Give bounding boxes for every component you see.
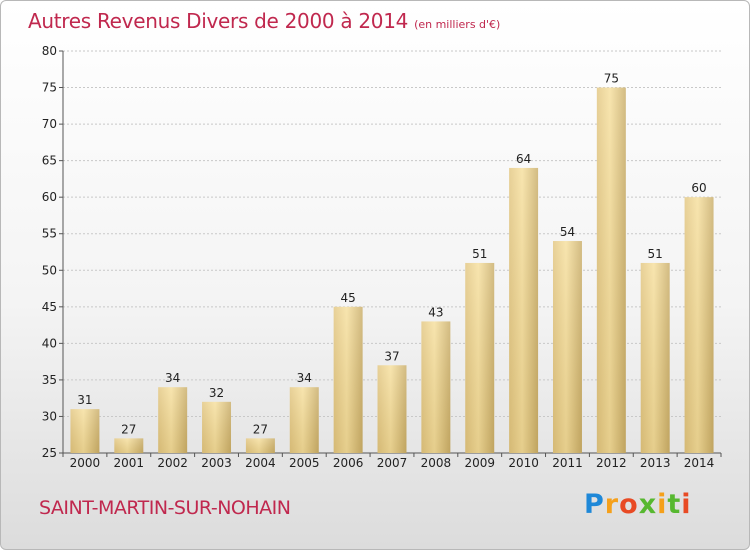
x-tick-label-2005: 2005 [289, 456, 320, 470]
data-label-2001: 27 [121, 422, 136, 436]
data-label-2013: 51 [648, 247, 663, 261]
chart-title-text: Autres Revenus Divers de 2000 à 2014 [28, 9, 409, 33]
x-tick-label-2004: 2004 [245, 456, 276, 470]
y-tick-label: 60 [42, 190, 57, 204]
x-tick-label-2009: 2009 [464, 456, 495, 470]
x-tick-label-2002: 2002 [157, 456, 188, 470]
y-tick-label: 75 [42, 81, 57, 95]
y-tick-label: 30 [42, 409, 57, 423]
logo-letter: o [619, 489, 639, 520]
y-tick-label: 40 [42, 336, 57, 350]
bar-chart: 25 30 35 40 45 50 55 60 65 70 75 80 2000 2001 2002 2003… [42, 44, 722, 470]
bar-shade-2002 [158, 387, 188, 453]
x-tick-label-2001: 2001 [114, 456, 145, 470]
data-label-2008: 43 [428, 305, 443, 319]
x-tick-label-2010: 2010 [508, 456, 539, 470]
bars [70, 87, 714, 454]
y-tick-label: 80 [42, 44, 57, 58]
data-label-2007: 37 [384, 349, 399, 363]
x-tick-label-2006: 2006 [333, 456, 364, 470]
data-label-2003: 32 [209, 386, 224, 400]
x-tick-label-2013: 2013 [640, 456, 671, 470]
y-tick-label: 25 [42, 446, 57, 460]
data-label-2006: 45 [340, 291, 355, 305]
data-label-2014: 60 [691, 181, 706, 195]
bar-shade-2007 [377, 365, 407, 453]
logo-letter: x [638, 489, 658, 520]
bar-shade-2004 [245, 438, 275, 453]
commune-name: SAINT-MARTIN-SUR-NOHAIN [39, 497, 291, 519]
bar-shade-2009 [465, 262, 495, 453]
data-labels: 31 27 34 32 27 34 45 37 43 51 64 54 75 51 60 [77, 72, 706, 437]
bar-shade-2008 [421, 321, 451, 453]
data-label-2012: 75 [604, 72, 619, 86]
data-label-2011: 54 [560, 225, 575, 239]
data-label-2005: 34 [297, 371, 312, 385]
x-tick-label-2007: 2007 [377, 456, 408, 470]
bar-shade-2006 [333, 306, 363, 453]
bar-shade-2010 [509, 167, 539, 454]
logo-letter: i [657, 489, 668, 520]
bar-shade-2000 [70, 409, 100, 453]
chart-unit: (en milliers d'€) [414, 18, 501, 31]
proxiti-logo: Proxiti [584, 489, 692, 520]
data-label-2000: 31 [77, 393, 92, 407]
x-tick-label-2012: 2012 [596, 456, 627, 470]
x-tick-label-2014: 2014 [684, 456, 715, 470]
y-tick-label: 55 [42, 227, 57, 241]
logo-letter: t [667, 489, 682, 520]
bar-shade-2012 [596, 87, 626, 453]
y-tick-label: 35 [42, 373, 57, 387]
data-label-2010: 64 [516, 152, 531, 166]
chart-title: Autres Revenus Divers de 2000 à 2014 (en … [28, 9, 500, 33]
y-tick-label: 45 [42, 300, 57, 314]
x-tick-label-2011: 2011 [552, 456, 583, 470]
bar-shade-2011 [552, 241, 582, 453]
data-label-2009: 51 [472, 247, 487, 261]
bar-shade-2014 [684, 197, 714, 453]
bar-shade-2005 [289, 387, 319, 453]
bar-shade-2013 [640, 262, 670, 453]
y-tick-label: 65 [42, 154, 57, 168]
data-label-2004: 27 [253, 422, 268, 436]
bar-shade-2003 [202, 401, 232, 453]
y-tick-label: 70 [42, 117, 57, 131]
x-tick-label-2008: 2008 [421, 456, 452, 470]
logo-letter: i [681, 489, 692, 520]
y-tick-label: 50 [42, 263, 57, 277]
logo-letter: r [604, 489, 620, 520]
bar-shade-2001 [114, 438, 144, 453]
data-label-2002: 34 [165, 371, 180, 385]
x-tick-label-2000: 2000 [70, 456, 101, 470]
logo-letter: P [584, 489, 605, 520]
x-tick-label-2003: 2003 [201, 456, 232, 470]
